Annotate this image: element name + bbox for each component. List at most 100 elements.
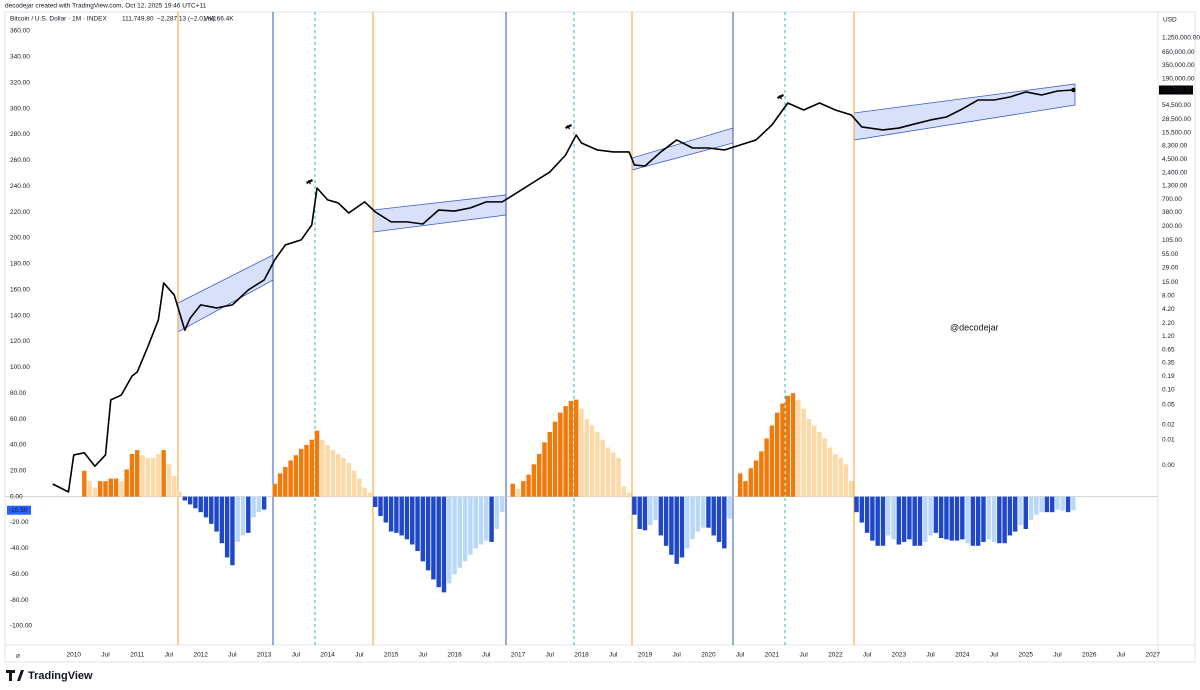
x-tick-label: 2024 [955, 652, 970, 659]
bar [658, 496, 664, 536]
bar [219, 496, 225, 544]
bar [796, 399, 801, 497]
bar [912, 496, 917, 546]
bar [901, 496, 907, 542]
last-price: 111,749.80 [122, 16, 154, 23]
bar [145, 457, 151, 497]
bar [827, 447, 833, 497]
bar [203, 496, 209, 518]
bar [573, 399, 579, 497]
x-tick-label: 2016 [447, 652, 462, 659]
y-tick-label: 240.00 [10, 183, 30, 190]
bar [277, 473, 283, 497]
y2-tick-label: 28,500.00 [1162, 116, 1191, 123]
x-tick-label: Jul [355, 652, 364, 659]
bar [611, 452, 616, 497]
bar [410, 496, 415, 545]
bar [568, 400, 574, 497]
hammers [306, 94, 784, 185]
y-tick-label: 280.00 [10, 131, 30, 138]
bar [457, 496, 463, 568]
bar [954, 496, 960, 541]
legend: Bitcoin / U.S. Dollar · 1M · INDEX 111,7… [10, 16, 234, 23]
y-tick-label: 40.00 [10, 442, 27, 449]
bar [822, 438, 828, 497]
currency: USD [1163, 17, 1177, 24]
bar [616, 457, 621, 497]
x-tick-label: 2011 [130, 652, 144, 659]
y-tick-label: -20.00 [10, 519, 29, 526]
x-tick-label: Jul [736, 652, 745, 659]
bar [341, 457, 346, 497]
y-tick-label: 200.00 [10, 235, 30, 242]
bar [113, 478, 119, 497]
bar [960, 496, 965, 540]
bar [420, 496, 426, 562]
x-tick-label: 2018 [574, 652, 589, 659]
bar [425, 496, 431, 571]
bar [753, 460, 759, 497]
bar [674, 496, 679, 564]
bar [526, 474, 531, 497]
last-point [1071, 87, 1076, 93]
bar [335, 453, 341, 497]
bar [452, 496, 457, 575]
y-tick-label: 140.00 [10, 312, 30, 319]
bar [563, 406, 568, 497]
bar [690, 496, 695, 540]
x-tick-label: Jul [609, 652, 618, 659]
y2-tick-label: 4,500.00 [1162, 156, 1188, 163]
brand-name: TradingView [28, 670, 93, 682]
bar [864, 496, 870, 533]
y2-tick-label: 105.00 [1162, 237, 1182, 244]
bar [1018, 496, 1023, 526]
bar [119, 481, 124, 497]
y2-tick-label: 0.35 [1162, 360, 1175, 367]
y-tick-label: 20.00 [10, 467, 27, 474]
histogram [87, 399, 854, 497]
bar [462, 496, 468, 562]
bar [637, 496, 642, 529]
chart-frame [4, 11, 1196, 663]
x-tick-label: Jul [482, 652, 491, 659]
y-tick-label: 60.00 [10, 416, 27, 423]
x-tick-label: 2017 [511, 652, 526, 659]
y2-tick-label: 1,250,000.00 [1162, 35, 1200, 42]
y-tick-label: -60.00 [10, 571, 29, 578]
bar [949, 496, 954, 541]
footer [0, 663, 1200, 690]
y2-tick-label: 700.00 [1162, 196, 1182, 203]
bar [695, 496, 701, 532]
bar [1023, 496, 1028, 529]
bar [669, 496, 674, 555]
bar [589, 425, 595, 497]
bar [986, 496, 991, 540]
bar [1060, 496, 1066, 511]
bar [161, 450, 166, 497]
bar [209, 496, 214, 524]
bar [1065, 496, 1071, 513]
bar [124, 469, 129, 497]
x-tick-label: Jul [292, 652, 301, 659]
x-tick-label: Jul [101, 652, 110, 659]
bar [346, 463, 352, 497]
y2-tick-label: 0.00 [1162, 462, 1175, 469]
x-tick-label: Jul [863, 652, 872, 659]
timezone-icon: ⌀ [16, 653, 20, 660]
hammer-icon [306, 179, 313, 185]
bar [129, 453, 135, 497]
bar [584, 419, 590, 497]
brand-logo [6, 670, 24, 681]
bar [399, 496, 404, 536]
y-tick-label: 220.00 [10, 209, 30, 216]
bar [700, 496, 706, 528]
y-tick-label: 0.00 [10, 493, 23, 500]
bar [579, 408, 584, 497]
watermark: @decodejar [950, 322, 999, 332]
bar [558, 412, 563, 497]
bar [833, 453, 838, 497]
bar [933, 496, 939, 533]
bar [981, 496, 986, 542]
bar [801, 408, 806, 497]
